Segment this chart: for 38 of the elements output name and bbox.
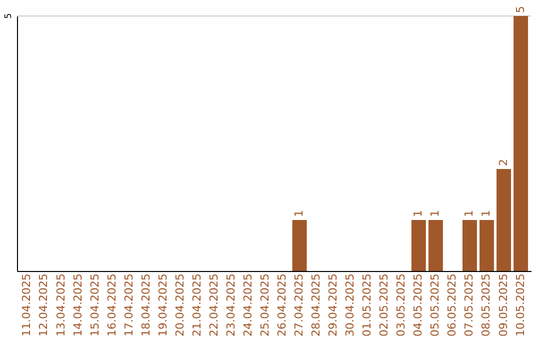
x-tick-label: 12.04.2025 [37, 274, 50, 336]
data-label: 1 [292, 210, 306, 217]
x-tick-label: 05.05.2025 [428, 274, 442, 336]
x-tick-label: 04.05.2025 [412, 274, 425, 336]
x-tick-label: 07.05.2025 [462, 274, 476, 336]
x-tick-label: 14.04.2025 [71, 274, 84, 336]
x-tick-label: 28.04.2025 [310, 274, 323, 336]
x-tick-label: 16.04.2025 [105, 274, 118, 336]
x-tick-label: 19.04.2025 [156, 274, 170, 336]
x-tick-label: 25.04.2025 [258, 274, 272, 336]
x-tick-label: 15.04.2025 [88, 274, 102, 336]
x-tick-label: 23.04.2025 [224, 274, 238, 336]
data-label: 5 [514, 6, 527, 13]
x-tick-label: 29.04.2025 [326, 274, 340, 336]
x-tick-label: 20.04.2025 [173, 274, 186, 336]
data-label: 2 [496, 159, 510, 166]
x-tick-label: 01.05.2025 [360, 274, 374, 336]
x-tick-label: 06.05.2025 [446, 274, 459, 336]
x-tick-label: 27.04.2025 [292, 274, 306, 336]
x-tick-label: 17.04.2025 [122, 274, 136, 336]
x-tick-label: 11.04.2025 [20, 274, 34, 336]
x-tick-label: 30.04.2025 [344, 274, 357, 336]
x-tick-label: 02.05.2025 [378, 274, 391, 336]
data-label: 1 [462, 210, 476, 217]
x-tick-label: 21.04.2025 [190, 274, 204, 336]
x-tick-label: 26.04.2025 [276, 274, 289, 336]
x-tick-label: 24.04.2025 [241, 274, 254, 336]
x-tick-label: 22.04.2025 [207, 274, 220, 336]
x-tick-label: 13.04.2025 [54, 274, 68, 336]
x-tick-label: 09.05.2025 [496, 274, 510, 336]
data-label: 1 [428, 210, 442, 217]
x-tick-label: 08.05.2025 [480, 274, 493, 336]
x-tick-label: 18.04.2025 [139, 274, 152, 336]
data-label: 1 [480, 210, 493, 217]
data-label: 1 [412, 210, 425, 217]
x-tick-label: 10.05.2025 [514, 274, 527, 336]
ref-line-label: 5 [4, 13, 14, 19]
x-tick-label: 03.05.2025 [394, 274, 408, 336]
